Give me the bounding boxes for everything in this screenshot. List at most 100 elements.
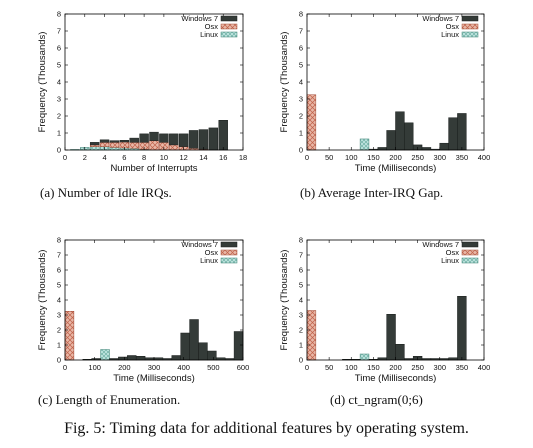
legend-swatch-osx-3: [461, 249, 479, 256]
xtick-label-3-5: 250: [411, 363, 424, 372]
bar-windows7-0-10: [188, 130, 199, 149]
ytick-label-2-2: 2: [57, 326, 61, 335]
x-axis-label-3: Time (Milliseconds): [355, 373, 436, 384]
legend-swatch-windows7-2: [220, 241, 238, 248]
bar-windows7-0-5: [139, 133, 149, 143]
ytick-label-3-7: 7: [299, 251, 303, 260]
bar-windows7-3-5: [395, 344, 405, 361]
xtick-label-3-1: 50: [325, 363, 333, 372]
xtick-label-1-4: 200: [389, 153, 402, 162]
ytick-label-1-2: 2: [299, 112, 303, 121]
subcaption-a: (a) Number of Idle IRQs.: [40, 185, 172, 200]
ytick-label-3-8: 8: [299, 236, 303, 245]
ytick-label-2-6: 6: [57, 266, 61, 275]
xtick-label-0-0: 0: [63, 153, 67, 162]
subcaption-c: (c) Length of Enumeration.: [38, 392, 181, 407]
xtick-label-2-1: 100: [88, 363, 101, 372]
bar-windows7-3-4: [386, 314, 396, 361]
chart-panel-3: 0 1 2 3 4 5 6 7 8 0 50 100 150 200 250 300 350 400 Time (M…: [279, 236, 490, 384]
bar-osx-0-2: [109, 142, 120, 148]
legend-swatch-windows7-0: [220, 15, 238, 22]
bar-windows7-1-3: [395, 111, 405, 151]
bar-windows7-2-3: [118, 356, 128, 361]
legend-swatch-linux-0: [220, 31, 238, 38]
xtick-label-1-3: 150: [367, 153, 380, 162]
bar-windows7-2-9: [171, 355, 181, 361]
bar-windows7-2-11: [189, 319, 199, 361]
ytick-label-0-2: 2: [57, 112, 61, 121]
ytick-label-1-6: 6: [299, 44, 303, 53]
x-axis-label-0: Number of Interrupts: [110, 163, 197, 174]
x-axis-label-2: Time (Milliseconds): [113, 373, 194, 384]
xtick-label-3-0: 0: [305, 363, 309, 372]
xtick-label-0-1: 2: [83, 153, 87, 162]
xtick-label-3-8: 400: [478, 363, 491, 372]
ytick-label-1-8: 8: [299, 10, 303, 19]
bar-osx-2-0: [64, 311, 75, 361]
legend-label-linux-0: Linux: [200, 30, 218, 39]
subcaption-b: (b) Average Inter-IRQ Gap.: [300, 185, 444, 200]
bar-windows7-0-12: [208, 127, 219, 151]
y-axis-label-0: Frequency (Thousands): [37, 32, 48, 133]
legend-label-osx-2: Osx: [205, 248, 219, 257]
xtick-label-0-2: 4: [102, 153, 106, 162]
ytick-label-0-4: 4: [57, 78, 61, 87]
bar-windows7-2-16: [233, 331, 244, 361]
bar-windows7-0-8: [169, 133, 179, 146]
bar-windows7-0-7: [159, 133, 169, 143]
xtick-label-3-7: 350: [456, 363, 469, 372]
legend-label-linux-3: Linux: [441, 256, 459, 265]
ytick-label-0-7: 7: [57, 27, 61, 36]
ytick-label-3-0: 0: [299, 356, 303, 365]
xtick-label-0-3: 6: [122, 153, 126, 162]
xtick-label-0-5: 10: [160, 153, 168, 162]
ytick-label-0-3: 3: [57, 95, 61, 104]
xtick-label-3-4: 200: [389, 363, 402, 372]
legend-label-linux-1: Linux: [441, 30, 459, 39]
bar-windows7-0-9: [178, 133, 189, 147]
xtick-label-1-8: 400: [478, 153, 491, 162]
xtick-label-1-5: 250: [411, 153, 424, 162]
legend-label-osx-1: Osx: [446, 22, 460, 31]
ytick-label-3-1: 1: [299, 341, 303, 350]
bar-osx-0-4: [129, 142, 139, 149]
bar-windows7-0-13: [218, 120, 228, 151]
legend-label-windows7-3: Windows 7: [422, 240, 459, 249]
bar-windows7-3-12: [457, 296, 467, 361]
ytick-label-1-5: 5: [299, 61, 303, 70]
bar-windows7-0-0: [89, 142, 100, 146]
ytick-label-2-5: 5: [57, 281, 61, 290]
legend-label-windows7-2: Windows 7: [181, 240, 218, 249]
bar-windows7-1-9: [448, 117, 458, 151]
ytick-label-0-0: 0: [57, 146, 61, 155]
bar-windows7-2-4: [127, 355, 137, 361]
xtick-label-2-4: 400: [177, 363, 190, 372]
ytick-label-1-7: 7: [299, 27, 303, 36]
bar-osx-0-8: [169, 144, 179, 151]
ytick-label-0-1: 1: [57, 129, 61, 138]
xtick-label-3-2: 100: [345, 363, 358, 372]
bar-osx-3-0: [306, 310, 317, 361]
chart-panel-1: 0 1 2 3 4 5 6 7 8 0 50 100 150 200 250 300 350 400 Time (M…: [279, 10, 490, 174]
ytick-label-0-6: 6: [57, 44, 61, 53]
ytick-label-0-8: 8: [57, 10, 61, 19]
y-axis-label-1: Frequency (Thousands): [279, 32, 290, 133]
legend-label-osx-0: Osx: [205, 22, 219, 31]
ytick-label-3-4: 4: [299, 296, 303, 305]
subcaption-d: (d) ct_ngram(0;6): [330, 392, 423, 407]
ytick-label-0-5: 5: [57, 61, 61, 70]
ytick-label-3-2: 2: [299, 326, 303, 335]
legend-label-windows7-0: Windows 7: [181, 14, 218, 23]
ytick-label-2-4: 4: [57, 296, 61, 305]
ytick-label-1-3: 3: [299, 95, 303, 104]
xtick-label-1-1: 50: [325, 153, 333, 162]
ytick-label-2-3: 3: [57, 311, 61, 320]
chart-panel-2: 0 1 2 3 4 5 6 7 8 0 100 200 300 400 500 600 Time (Millis…: [37, 236, 249, 384]
bar-osx-1-0: [306, 94, 317, 151]
bar-windows7-2-12: [198, 342, 208, 361]
bar-windows7-0-11: [198, 129, 209, 150]
xtick-label-3-6: 300: [433, 363, 446, 372]
xtick-label-0-4: 8: [142, 153, 146, 162]
bar-osx-0-1: [99, 142, 110, 147]
legend-swatch-linux-2: [220, 257, 238, 264]
